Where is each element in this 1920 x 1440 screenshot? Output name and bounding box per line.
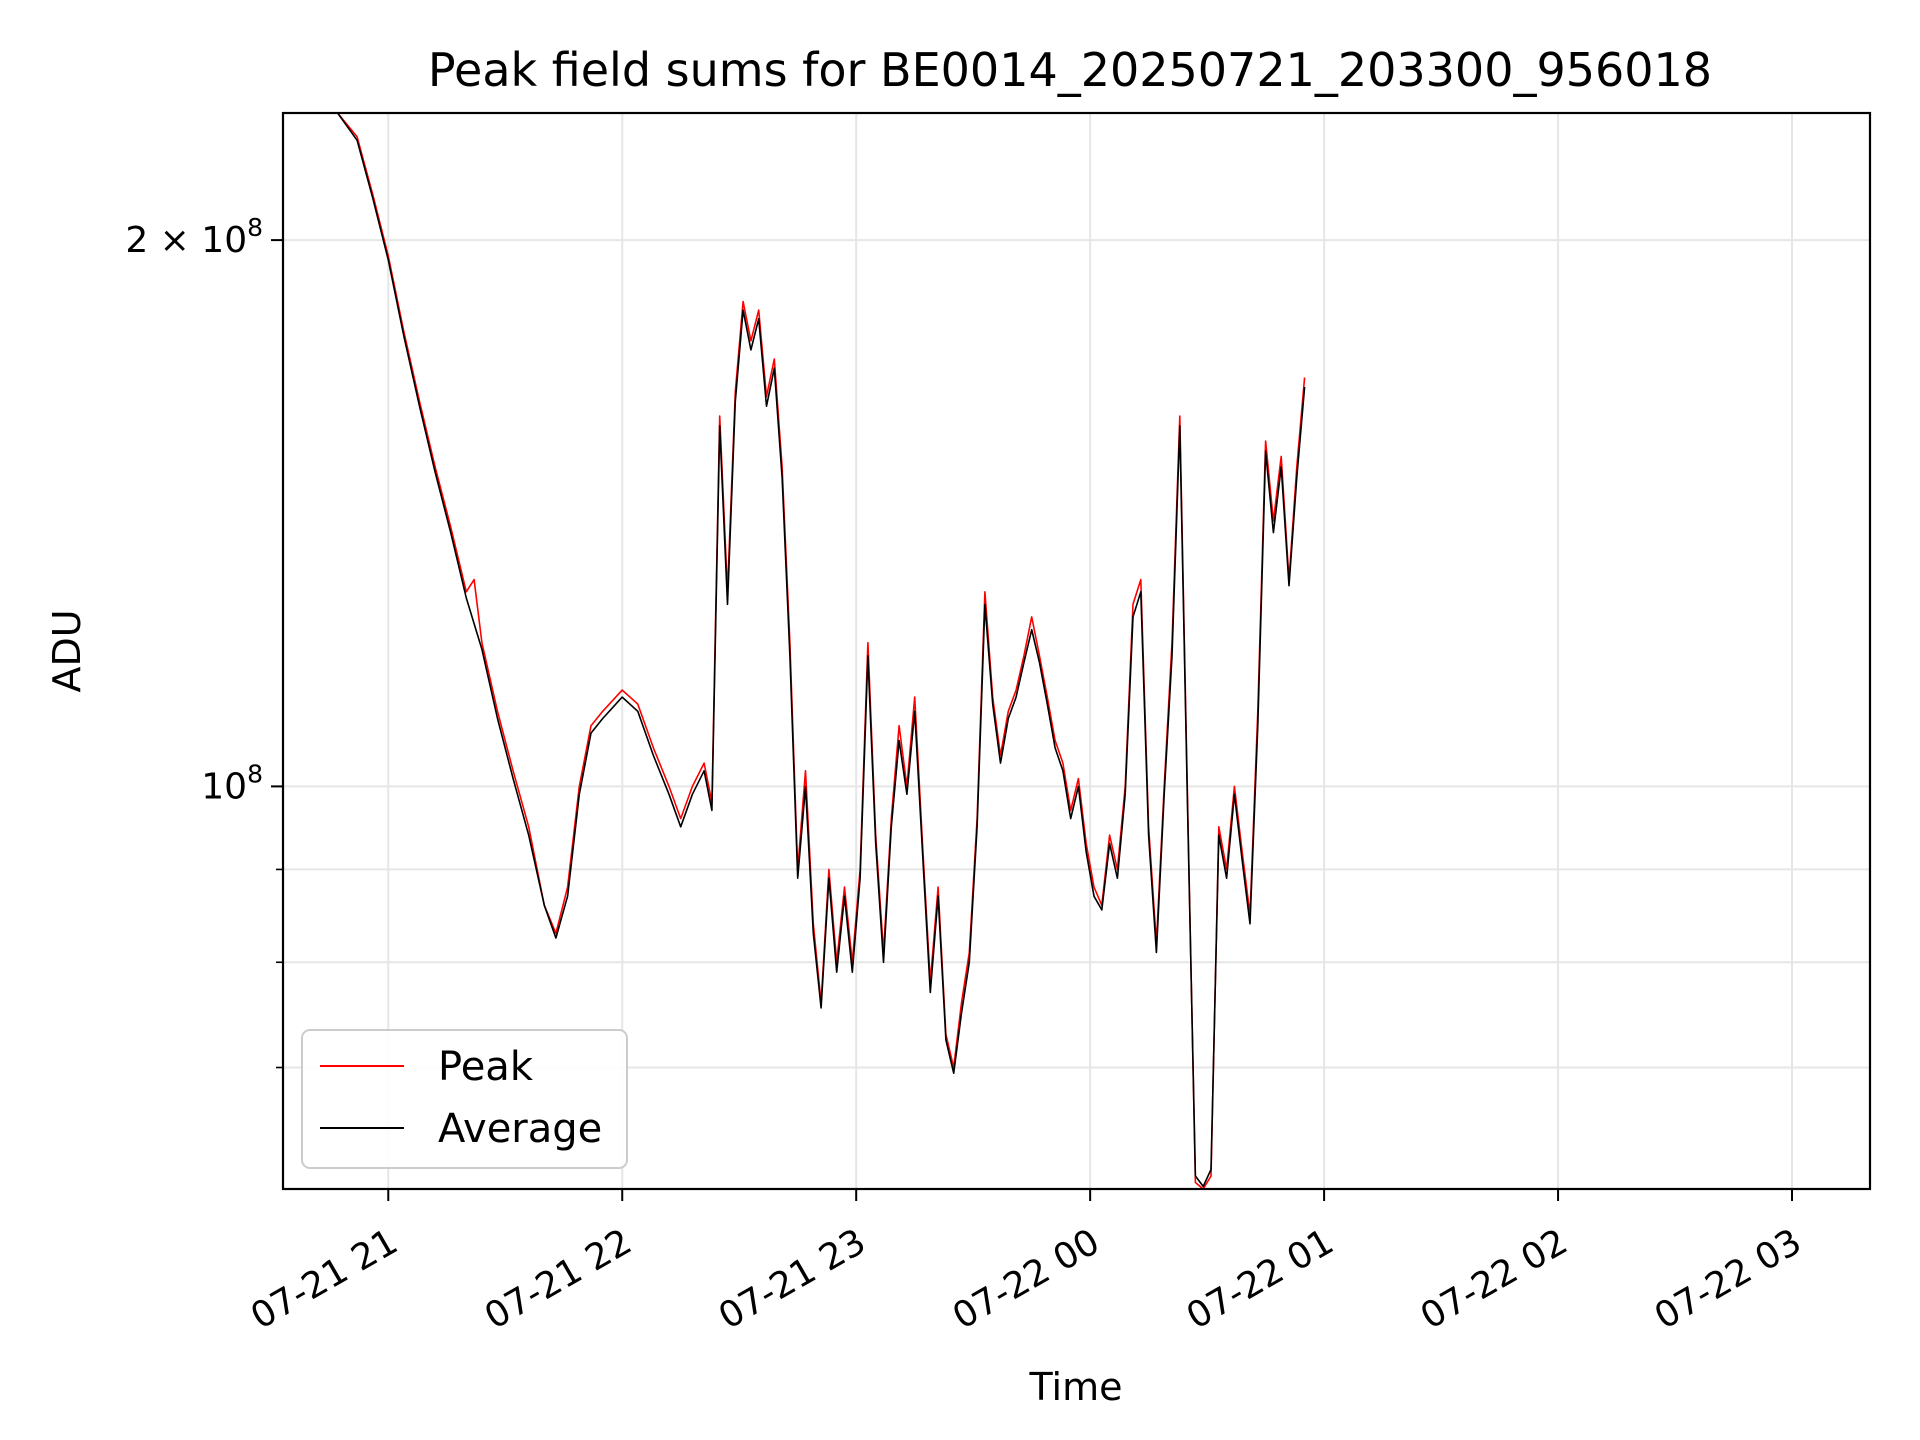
series-line-average bbox=[283, 112, 1306, 1188]
x-axis-ticks: 07-21 21 07-21 22 07-21 23 07-22 00 07-22 01… bbox=[244, 1189, 1809, 1338]
x-tick-label: 07-21 23 bbox=[712, 1221, 873, 1337]
x-tick-label: 07-22 03 bbox=[1648, 1221, 1809, 1337]
plot-frame bbox=[281, 111, 1872, 1191]
legend-label-average: Average bbox=[438, 1106, 602, 1152]
legend: Peak Average bbox=[301, 1029, 628, 1169]
y-tick-label: 2 × 108 bbox=[125, 213, 263, 261]
legend-box bbox=[301, 1029, 628, 1169]
grid-layer bbox=[283, 113, 1870, 1189]
series-layer bbox=[283, 112, 1306, 1190]
series-line-peak bbox=[283, 112, 1306, 1190]
x-tick-label: 07-21 21 bbox=[244, 1221, 405, 1337]
chart-title: Peak field sums for BE0014_20250721_2033… bbox=[428, 43, 1712, 97]
x-tick-label: 07-22 02 bbox=[1414, 1221, 1575, 1337]
x-tick-label: 07-21 22 bbox=[478, 1221, 639, 1337]
x-axis-title: Time bbox=[1029, 1365, 1123, 1409]
legend-label-peak: Peak bbox=[438, 1044, 534, 1090]
y-axis-title: ADU bbox=[45, 609, 89, 692]
y-tick-label: 108 bbox=[201, 759, 263, 807]
x-tick-label: 07-22 00 bbox=[946, 1221, 1107, 1337]
x-tick-label: 07-22 01 bbox=[1180, 1221, 1341, 1337]
y-axis-ticks: 108 2 × 108 bbox=[125, 213, 283, 1069]
